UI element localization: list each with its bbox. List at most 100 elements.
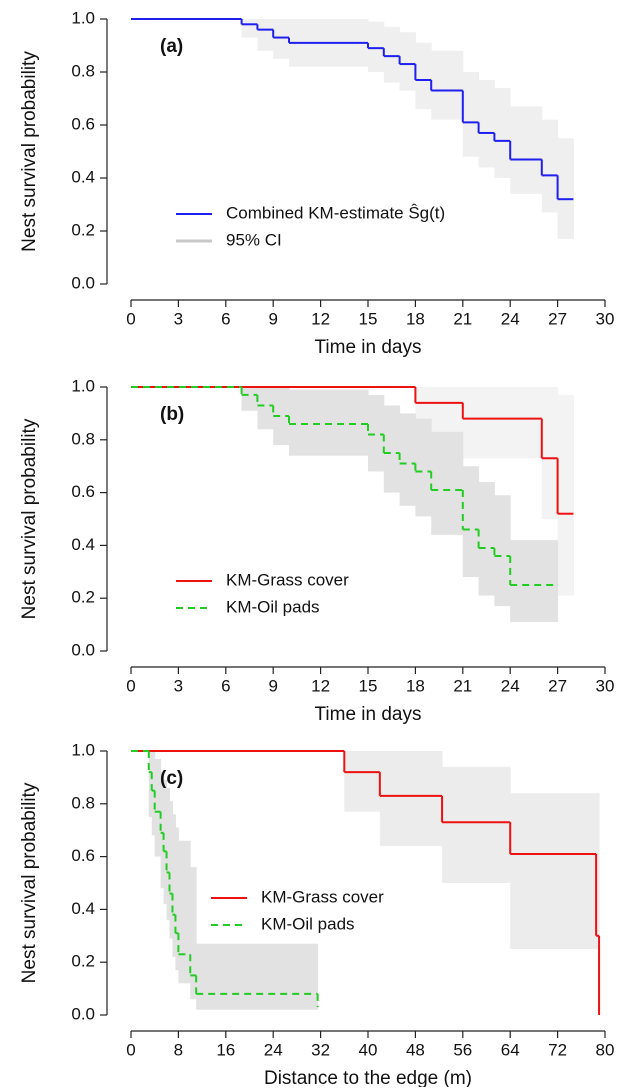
x-tick-label: 0 <box>126 676 135 695</box>
ci-band <box>190 867 197 1000</box>
x-axis-label: Time in days <box>315 704 422 725</box>
x-tick-label: 40 <box>359 1040 378 1059</box>
x-tick-label: 9 <box>268 676 277 695</box>
ci-band <box>273 19 290 59</box>
y-tick-label: 0.2 <box>71 588 95 607</box>
x-tick-label: 32 <box>311 1040 330 1059</box>
legend-label: KM-Grass cover <box>226 570 349 589</box>
x-tick-label: 0 <box>126 1040 135 1059</box>
panel-label: (a) <box>160 36 183 57</box>
ci-band <box>160 772 165 889</box>
y-tick-label: 0.6 <box>71 846 95 865</box>
ci-band <box>462 387 543 459</box>
ci-band <box>178 840 191 984</box>
legend-label: KM-Oil pads <box>261 914 355 933</box>
ci-band <box>241 387 258 411</box>
x-tick-label: 0 <box>126 309 135 328</box>
ci-band <box>196 943 319 1010</box>
y-axis-label: Nest survival probability <box>19 418 40 619</box>
y-tick-label: 0.0 <box>71 640 95 659</box>
y-axis-label: Nest survival probability <box>19 782 40 983</box>
ci-band <box>151 751 156 836</box>
ci-band <box>172 814 176 957</box>
ci-band <box>431 50 464 120</box>
y-tick-label: 0.6 <box>71 482 95 501</box>
x-tick-label: 27 <box>548 309 567 328</box>
x-tick-label: 6 <box>221 676 230 695</box>
x-tick-label: 72 <box>548 1040 567 1059</box>
ci-band <box>478 482 495 596</box>
x-tick-label: 3 <box>174 676 183 695</box>
ci-band <box>541 387 559 519</box>
ci-band <box>383 405 401 493</box>
y-tick-label: 0.8 <box>71 61 95 80</box>
x-axis-label: Distance to the edge (m) <box>264 1068 472 1087</box>
ci-band <box>241 19 258 38</box>
ci-band <box>148 751 153 817</box>
y-tick-label: 0.2 <box>71 220 95 239</box>
panel-label: (c) <box>160 768 183 789</box>
ci-band <box>273 387 290 446</box>
x-tick-label: 18 <box>406 309 425 328</box>
x-tick-label: 64 <box>501 1040 520 1059</box>
ci-band <box>368 394 385 472</box>
x-tick-label: 24 <box>264 1040 283 1059</box>
y-tick-label: 1.0 <box>71 740 95 759</box>
ci-band <box>344 751 381 812</box>
ci-band <box>383 26 401 83</box>
x-tick-label: 24 <box>501 309 520 328</box>
y-tick-label: 0.6 <box>71 114 95 133</box>
x-tick-label: 12 <box>311 676 330 695</box>
y-tick-label: 1.0 <box>71 8 95 27</box>
x-tick-label: 15 <box>359 676 378 695</box>
ci-band <box>169 801 173 939</box>
ci-band <box>557 394 574 596</box>
ci-band <box>510 540 559 622</box>
x-tick-label: 30 <box>596 676 615 695</box>
x-tick-label: 18 <box>406 676 425 695</box>
x-tick-label: 3 <box>174 309 183 328</box>
x-tick-label: 24 <box>501 676 520 695</box>
x-tick-label: 21 <box>453 676 472 695</box>
x-tick-label: 48 <box>406 1040 425 1059</box>
ci-band <box>478 79 495 168</box>
x-tick-label: 80 <box>596 1040 615 1059</box>
ci-band <box>494 87 511 178</box>
ci-band <box>596 793 600 949</box>
y-tick-label: 0.4 <box>71 899 95 918</box>
ci-band <box>557 138 574 239</box>
ci-band <box>541 119 559 213</box>
ci-band <box>510 793 597 949</box>
y-tick-label: 0.4 <box>71 167 95 186</box>
legend-label: 95% CI <box>226 230 282 249</box>
ci-band <box>154 758 162 857</box>
ci-band <box>431 431 464 535</box>
x-tick-label: 56 <box>453 1040 472 1059</box>
ci-band <box>415 418 432 517</box>
legend-label: KM-Oil pads <box>226 597 320 616</box>
ci-band <box>442 766 511 883</box>
ci-band <box>289 389 369 456</box>
y-tick-label: 0.0 <box>71 273 95 292</box>
ci-band <box>494 495 511 607</box>
x-tick-label: 30 <box>596 309 615 328</box>
ci-band <box>368 21 385 72</box>
y-tick-label: 0.0 <box>71 1004 95 1023</box>
ci-band <box>399 32 416 91</box>
x-tick-label: 8 <box>174 1040 183 1059</box>
y-tick-label: 0.8 <box>71 793 95 812</box>
ci-band <box>257 19 274 51</box>
ci-band <box>399 413 416 506</box>
ci-band <box>462 72 480 157</box>
ci-band <box>175 827 179 971</box>
ci-band <box>510 106 543 194</box>
y-axis-label: Nest survival probability <box>19 51 40 252</box>
x-tick-label: 16 <box>216 1040 235 1059</box>
y-tick-label: 1.0 <box>71 376 95 395</box>
ci-band <box>415 42 432 110</box>
y-tick-label: 0.2 <box>71 952 95 971</box>
y-tick-label: 0.4 <box>71 535 95 554</box>
ci-band <box>257 387 274 430</box>
panel-label: (b) <box>160 404 184 425</box>
